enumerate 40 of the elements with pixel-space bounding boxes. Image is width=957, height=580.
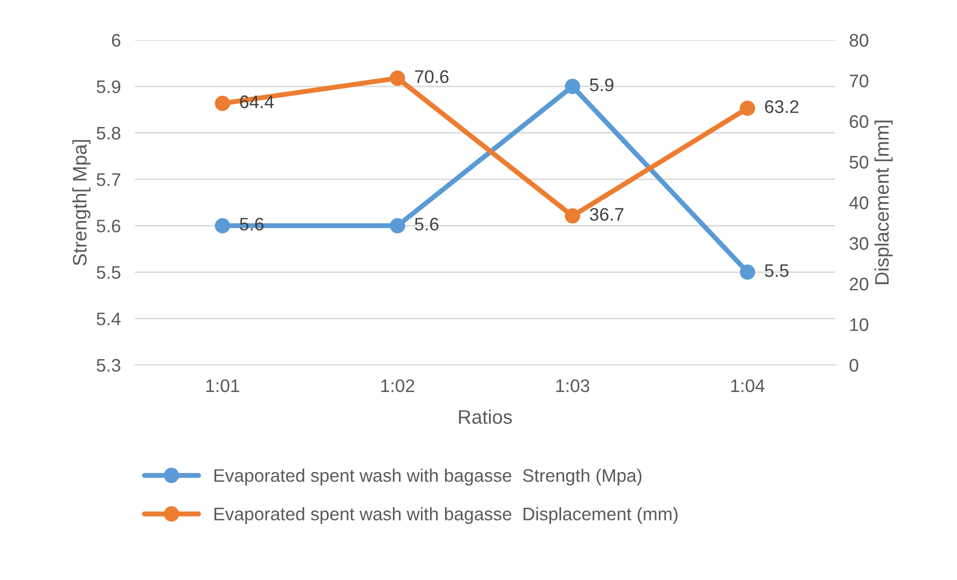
point — [740, 100, 756, 116]
point — [214, 96, 230, 112]
point — [390, 218, 406, 234]
y-tick-label: 6 — [112, 34, 120, 47]
y-tick-label: 5.3 — [96, 358, 120, 372]
y2-tick-label: 0 — [850, 358, 858, 372]
data-label: 5.5 — [764, 264, 789, 277]
y2-tick-label: 30 — [850, 237, 868, 250]
x-tick-label: 1:04 — [731, 379, 765, 392]
data-label: 36.7 — [590, 208, 624, 221]
point — [564, 78, 580, 94]
y-tick-label: 5.5 — [96, 266, 120, 279]
y2-tick-label: 10 — [850, 318, 868, 332]
data-label: 5.6 — [414, 218, 438, 231]
legend-label: Evaporated spent wash with bagasse Strength (Mpa) — [214, 468, 642, 486]
y-tick-label: 5.8 — [96, 126, 120, 140]
data-label: 5.9 — [590, 78, 614, 92]
x-tick-label: 1:02 — [381, 379, 414, 392]
y2-tick-label: 70 — [850, 74, 868, 88]
x-axis-title: Ratios — [459, 410, 512, 424]
point — [564, 208, 580, 224]
x-tick-label: 1:03 — [556, 379, 590, 392]
y-tick-label: 5.6 — [96, 220, 120, 232]
y2-tick-label: 60 — [850, 115, 868, 128]
point — [214, 218, 230, 234]
point — [740, 264, 756, 280]
data-label: 63.2 — [765, 100, 798, 114]
y-tick-label: 5.4 — [96, 312, 121, 326]
y2-tick-label: 80 — [850, 34, 868, 47]
y-tick-label: 5.9 — [96, 80, 120, 94]
y-tick-label: 5.7 — [96, 173, 120, 186]
legend-label: Evaporated spent wash with bagasse Displacement (mm) — [214, 507, 678, 524]
y2-tick-label: 20 — [850, 278, 868, 290]
point — [390, 70, 406, 86]
y-axis-title: Strength[ Mpa] — [72, 140, 90, 266]
y2-tick-label: 40 — [849, 196, 868, 210]
x-tick-label: 1:01 — [206, 379, 240, 392]
y2-axis-title: Displacement [mm] — [874, 120, 893, 284]
y2-tick-label: 50 — [850, 156, 868, 169]
data-label: 70.6 — [415, 70, 449, 84]
